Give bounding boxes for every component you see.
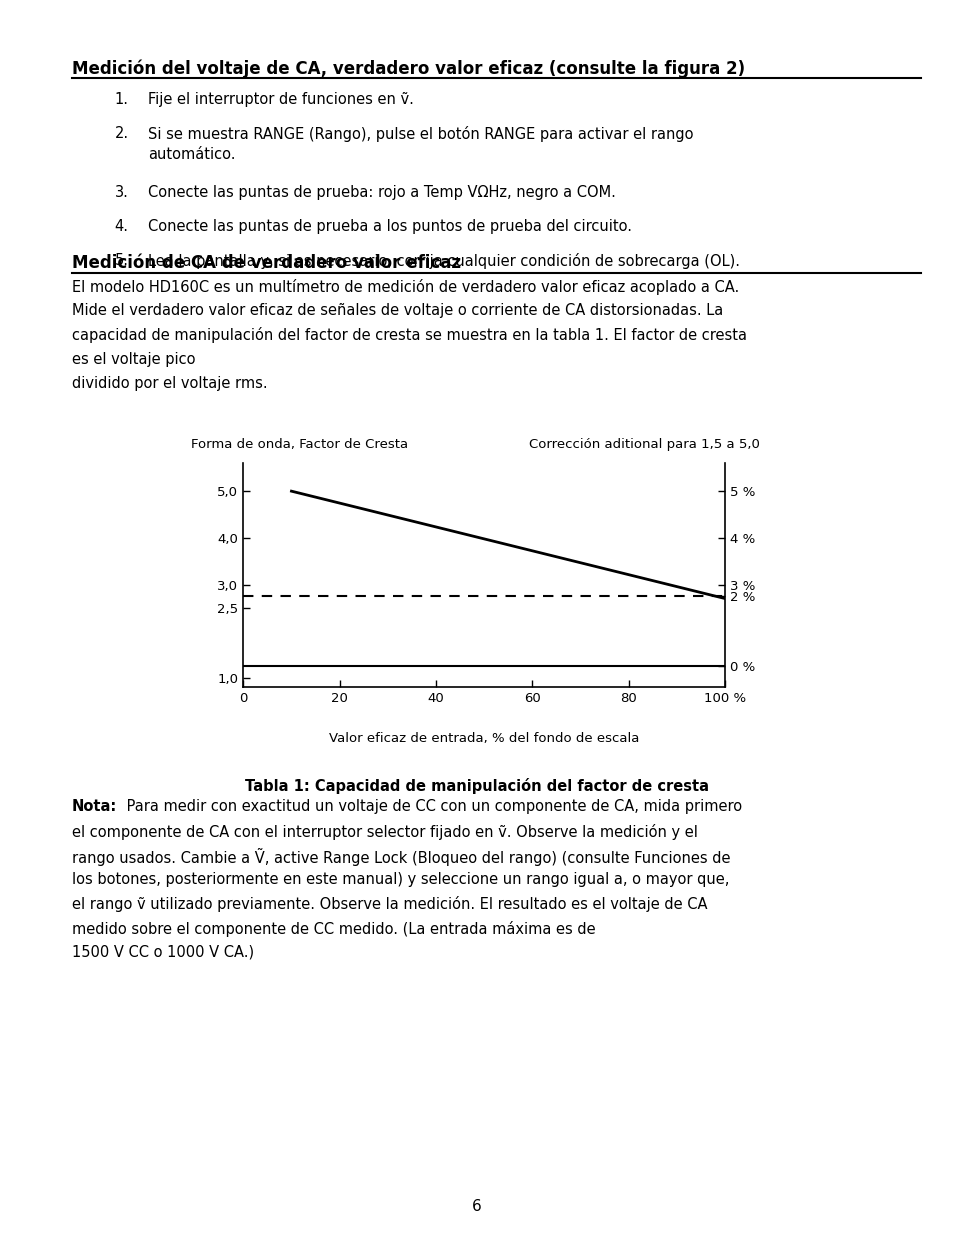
Text: Valor eficaz de entrada, % del fondo de escala: Valor eficaz de entrada, % del fondo de … <box>329 732 639 745</box>
Text: Conecte las puntas de prueba: rojo a Temp VΩHz, negro a COM.: Conecte las puntas de prueba: rojo a Tem… <box>148 184 615 200</box>
Text: Lea la pantalla y, si es necesario, corrija cualquier condición de sobrecarga (O: Lea la pantalla y, si es necesario, corr… <box>148 253 740 269</box>
Text: el componente de CA con el interruptor selector fijado en ṽ. Observe la medición: el componente de CA con el interruptor s… <box>71 824 697 839</box>
Text: Medición del voltaje de CA, verdadero valor eficaz (consulte la figura 2): Medición del voltaje de CA, verdadero va… <box>71 60 744 78</box>
Text: Tabla 1: Capacidad de manipulación del factor de cresta: Tabla 1: Capacidad de manipulación del f… <box>245 778 708 794</box>
Text: 4.: 4. <box>114 219 129 234</box>
Text: 2.: 2. <box>114 126 129 142</box>
Text: 5.: 5. <box>114 253 129 269</box>
Text: 3.: 3. <box>114 184 129 200</box>
Text: Conecte las puntas de prueba a los puntos de prueba del circuito.: Conecte las puntas de prueba a los punto… <box>148 219 631 234</box>
Text: Forma de onda, Factor de Cresta: Forma de onda, Factor de Cresta <box>191 438 408 451</box>
Text: 6: 6 <box>472 1199 481 1214</box>
Text: Para medir con exactitud un voltaje de CC con un componente de CA, mida primero: Para medir con exactitud un voltaje de C… <box>122 799 741 814</box>
Text: Fije el interruptor de funciones en ṽ.: Fije el interruptor de funciones en ṽ. <box>148 92 414 107</box>
Text: es el voltaje pico: es el voltaje pico <box>71 351 194 367</box>
Text: Nota:: Nota: <box>71 799 116 814</box>
Text: Mide el verdadero valor eficaz de señales de voltaje o corriente de CA distorsio: Mide el verdadero valor eficaz de señale… <box>71 303 722 319</box>
Text: Medición de CA de verdadero valor eficaz: Medición de CA de verdadero valor eficaz <box>71 254 460 271</box>
Text: rango usados. Cambie a Ṽ, active Range Lock (Bloqueo del rango) (consulte Funcio: rango usados. Cambie a Ṽ, active Range L… <box>71 848 729 865</box>
Text: los botones, posteriormente en este manual) y seleccione un rango igual a, o may: los botones, posteriormente en este manu… <box>71 872 728 888</box>
Text: el rango ṽ utilizado previamente. Observe la medición. El resultado es el voltaj: el rango ṽ utilizado previamente. Observ… <box>71 896 706 913</box>
Text: Corrección aditional para 1,5 a 5,0: Corrección aditional para 1,5 a 5,0 <box>529 438 760 451</box>
Text: medido sobre el componente de CC medido. (La entrada máxima es de: medido sobre el componente de CC medido.… <box>71 921 595 936</box>
Text: 1500 V CC o 1000 V CA.): 1500 V CC o 1000 V CA.) <box>71 945 253 960</box>
Text: 1.: 1. <box>114 92 129 107</box>
Text: Si se muestra RANGE (Rango), pulse el botón RANGE para activar el rango
automáti: Si se muestra RANGE (Rango), pulse el bo… <box>148 126 693 162</box>
Text: El modelo HD160C es un multímetro de medición de verdadero valor eficaz acoplado: El modelo HD160C es un multímetro de med… <box>71 279 738 295</box>
Text: capacidad de manipulación del factor de cresta se muestra en la tabla 1. El fact: capacidad de manipulación del factor de … <box>71 327 746 344</box>
Text: dividido por el voltaje rms.: dividido por el voltaje rms. <box>71 376 267 391</box>
